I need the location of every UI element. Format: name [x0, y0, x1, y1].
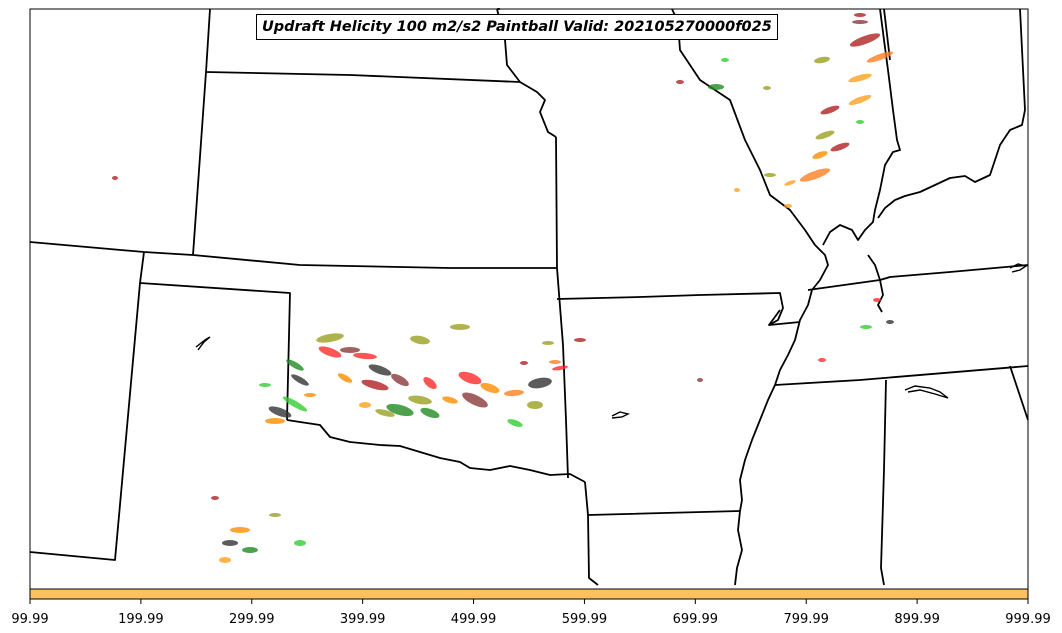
paintball-swath [873, 298, 881, 302]
colorbar-tick-label: 299.99 [229, 612, 275, 627]
map-title-text: Updraft Helicity 100 m2/s2 Paintball Val… [262, 19, 772, 35]
paintball-swath [542, 341, 554, 345]
paintball-swath [219, 557, 231, 563]
paintball-swath [294, 540, 306, 546]
paintball-swath [676, 80, 684, 84]
colorbar-tick-label: 99.99 [11, 612, 48, 627]
paintball-swath [734, 188, 740, 192]
paintball-swath [527, 401, 543, 409]
colorbar-tick-label: 699.99 [673, 612, 719, 627]
paintball-swath [222, 540, 238, 546]
paintball-swath [708, 84, 724, 90]
paintball-swath [721, 58, 729, 62]
paintball-swath [784, 204, 792, 208]
paintball-swath [269, 513, 281, 517]
paintball-swath [697, 378, 703, 382]
paintball-swath [886, 320, 894, 324]
colorbar-tick-label: 399.99 [340, 612, 386, 627]
colorbar-tick-label: 599.99 [562, 612, 608, 627]
paintball-swath [359, 402, 371, 408]
paintball-swath [818, 358, 826, 362]
paintball-swath [230, 527, 250, 533]
paintball-swath [340, 347, 360, 353]
colorbar-tick-label: 999.99 [1005, 612, 1051, 627]
paintball-swath [764, 173, 776, 177]
paintball-swath [856, 120, 864, 124]
paintball-swath [860, 325, 872, 329]
paintball-swath [852, 20, 868, 24]
paintball-swath [763, 86, 771, 90]
paintball-swath [549, 360, 561, 364]
paintball-swath [520, 361, 528, 365]
colorbar [30, 589, 1028, 599]
paintball-swath [450, 324, 470, 330]
paintball-swath [112, 176, 118, 180]
colorbar-ticks [30, 599, 1028, 604]
paintball-swath [574, 338, 586, 342]
map-title: Updraft Helicity 100 m2/s2 Paintball Val… [256, 14, 778, 40]
colorbar-tick-label: 799.99 [783, 612, 829, 627]
paintball-swath [242, 547, 258, 553]
paintball-swath [211, 496, 219, 500]
colorbar-tick-label: 199.99 [118, 612, 164, 627]
paintball-swath [265, 418, 285, 424]
paintball-swath [304, 393, 316, 397]
colorbar-tick-label: 899.99 [894, 612, 940, 627]
colorbar-tick-label: 499.99 [451, 612, 497, 627]
paintball-swath [259, 383, 271, 387]
paintball-swath [854, 13, 866, 17]
